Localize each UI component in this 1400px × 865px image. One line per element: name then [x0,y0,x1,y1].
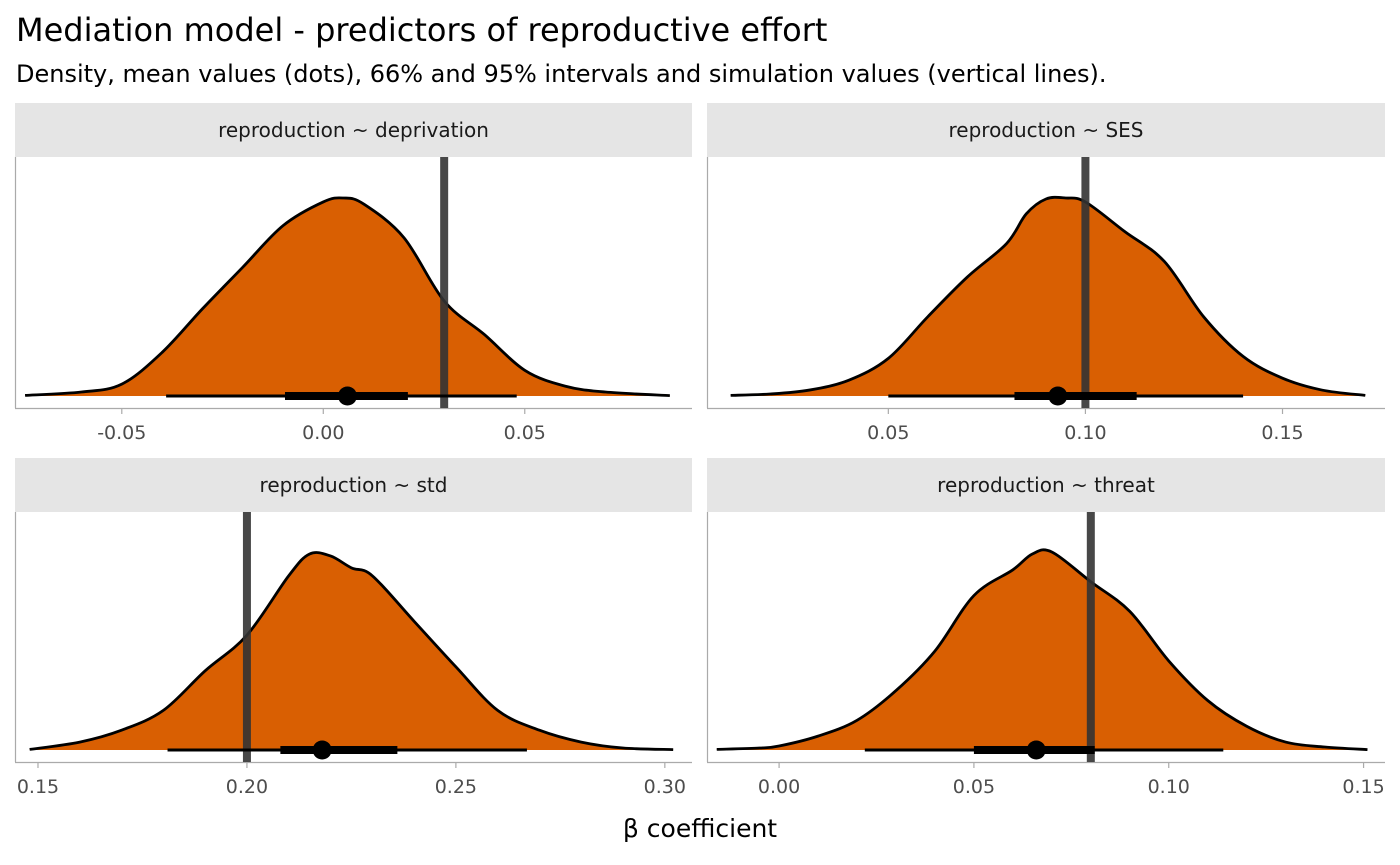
density-outline [716,548,1368,751]
x-tick-label: 0.25 [435,776,477,798]
x-tick-label: 0.15 [1261,422,1303,444]
density-area [25,197,670,396]
x-tick-label: 0.00 [758,776,800,798]
x-tick-label: 0.15 [1342,776,1384,798]
facet-strip [15,458,692,512]
chart-subtitle: Density, mean values (dots), 66% and 95%… [16,60,1107,88]
panels-group: reproduction ~ deprivation-0.05 0.00 0.05r… [14,103,1385,798]
density-area [716,549,1368,750]
facet-strip [15,103,692,157]
x-tick-label: 0.10 [1148,776,1190,798]
density-area [730,197,1366,396]
facet-panel: reproduction ~ threat 0.00 0.05 0.10 0.15 [706,458,1385,798]
x-tick-label: -0.05 [97,422,146,444]
x-tick-label: 0.05 [504,422,546,444]
facet-strip [707,458,1385,512]
x-tick-label: 0.15 [17,776,59,798]
facet-panel: reproduction ~ SES 0.05 0.10 0.15 [706,103,1385,444]
x-tick-label: 0.00 [302,422,344,444]
mean-point [337,386,357,406]
density-outline [730,195,1366,397]
facet-strip-label: reproduction ~ SES [949,118,1144,142]
facet-panel: reproduction ~ deprivation -0.05 0.00 0.05 [14,103,692,444]
chart-title: Mediation model - predictors of reproduc… [16,11,828,49]
x-tick-label: 0.30 [644,776,686,798]
facet-strip-label: reproduction ~ deprivation [218,118,489,142]
mean-point [312,740,332,760]
mean-point [1026,740,1046,760]
density-outline [29,551,674,751]
x-axis-title: β coefficient [623,814,777,843]
density-area [29,552,674,750]
x-tick-label: 0.10 [1064,422,1106,444]
facet-strip [707,103,1385,157]
x-tick-label: 0.20 [226,776,268,798]
facet-panel: reproduction ~ std 0.15 0.20 0.25 0.30 [14,458,692,798]
x-tick-label: 0.05 [953,776,995,798]
density-outline [24,196,670,397]
x-tick-label: 0.05 [867,422,909,444]
facet-strip-label: reproduction ~ threat [937,473,1155,497]
facet-strip-label: reproduction ~ std [260,473,448,497]
mean-point [1048,386,1068,406]
